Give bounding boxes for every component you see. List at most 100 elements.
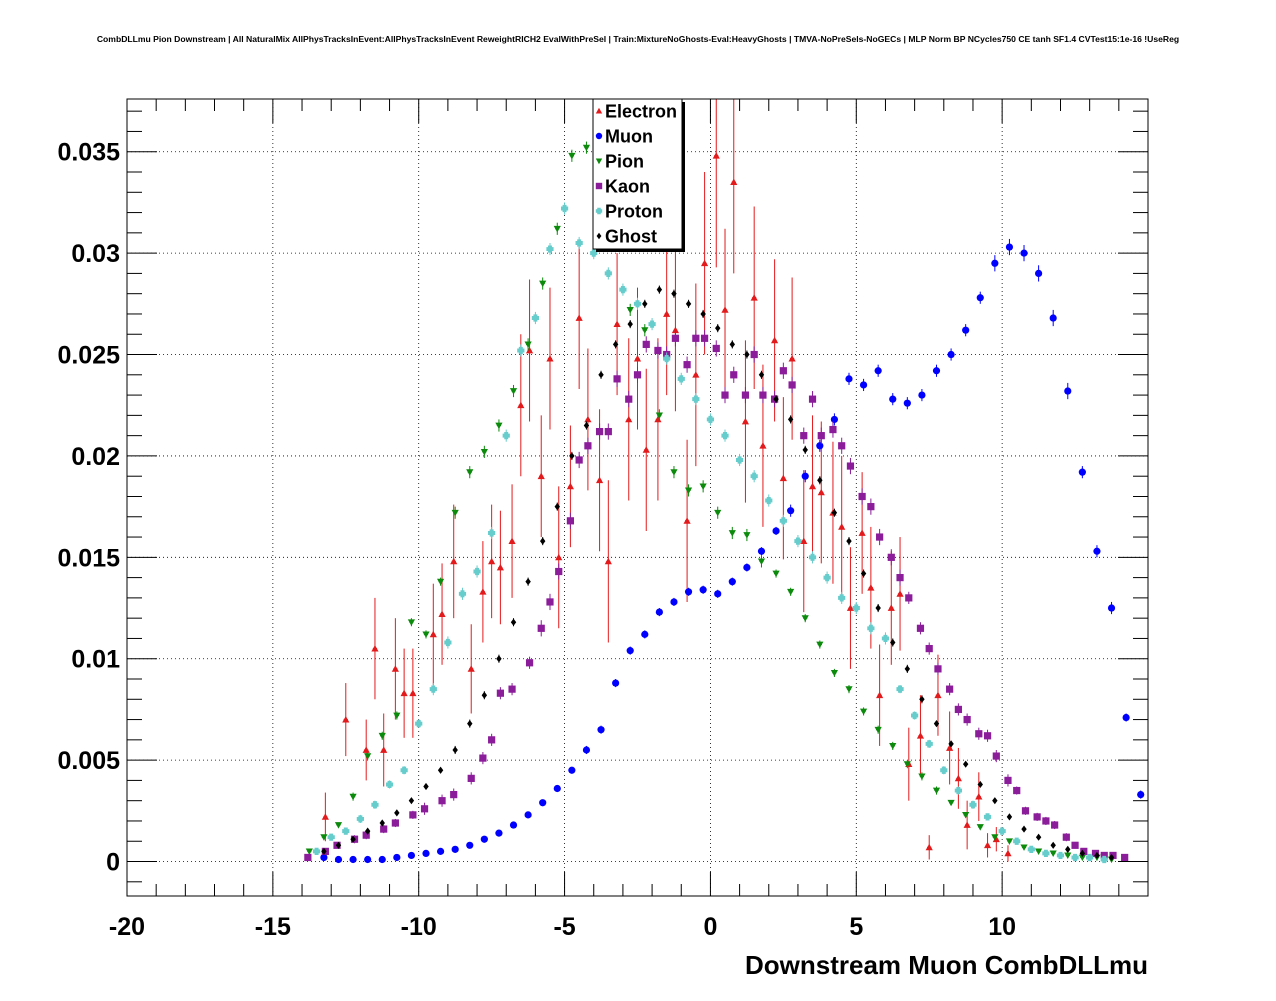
data-point: [525, 578, 531, 586]
data-point: [625, 415, 633, 423]
data-point: [429, 630, 437, 638]
data-point: [852, 604, 860, 612]
data-point: [422, 631, 430, 638]
data-point: [1050, 841, 1056, 849]
data-point: [349, 793, 357, 801]
data-point: [779, 367, 787, 375]
x-tick-label: 10: [988, 913, 1016, 941]
data-point: [683, 517, 691, 524]
data-point: [525, 659, 534, 667]
data-point: [553, 225, 561, 233]
data-point: [537, 624, 545, 632]
data-point: [700, 310, 706, 318]
data-point: [451, 845, 459, 853]
data-point: [743, 563, 751, 572]
legend-marker-pion: [595, 158, 603, 165]
data-point: [903, 399, 911, 407]
data-point: [730, 178, 738, 186]
legend-marker-proton: [595, 207, 603, 215]
data-point: [773, 395, 779, 403]
data-point: [458, 590, 467, 598]
data-series: [304, 99, 1145, 864]
data-point: [415, 720, 423, 728]
data-point: [801, 615, 809, 622]
data-point: [983, 813, 992, 821]
data-point: [743, 532, 751, 539]
data-point: [772, 527, 780, 535]
data-point: [633, 371, 642, 379]
series-proton: [313, 202, 1108, 864]
data-point: [393, 712, 401, 720]
data-point: [525, 346, 534, 354]
data-point: [625, 395, 633, 403]
data-point: [1107, 604, 1116, 612]
data-point: [787, 507, 795, 515]
legend-marker-electron: [595, 107, 603, 114]
data-point: [992, 797, 998, 805]
data-point: [918, 391, 926, 399]
chart-title: CombDLLmu Pion Downstream | All NaturalM…: [97, 34, 1179, 44]
data-point: [584, 415, 592, 423]
legend-label-ghost: Ghost: [605, 227, 657, 247]
data-point: [823, 574, 831, 582]
data-point: [954, 774, 962, 782]
data-point: [700, 259, 709, 267]
data-point: [1064, 852, 1072, 860]
data-point: [626, 307, 634, 314]
data-point: [846, 537, 852, 545]
data-point: [874, 367, 882, 375]
data-point: [496, 563, 504, 571]
data-point: [817, 432, 825, 440]
data-point: [685, 300, 692, 308]
data-point: [736, 456, 744, 464]
data-point: [817, 476, 823, 484]
data-point: [947, 350, 955, 359]
data-point: [393, 853, 401, 862]
data-point: [546, 245, 554, 253]
data-point: [859, 381, 868, 389]
data-point: [1064, 387, 1072, 395]
data-point: [1021, 807, 1030, 815]
data-point: [450, 791, 458, 799]
data-point: [619, 286, 627, 294]
data-point: [800, 432, 808, 440]
data-point: [744, 350, 750, 359]
data-point: [969, 801, 977, 809]
data-point: [654, 346, 662, 355]
data-point: [867, 584, 875, 591]
data-point: [1078, 854, 1086, 862]
x-tick-label: -15: [255, 913, 291, 941]
data-point: [684, 487, 693, 495]
data-point: [1004, 776, 1012, 785]
data-point: [975, 793, 983, 800]
data-point: [438, 797, 446, 805]
legend-box: [592, 98, 683, 250]
data-point: [1086, 853, 1094, 862]
series-electron: [321, 99, 1012, 862]
data-point: [566, 482, 575, 490]
data-point: [867, 503, 875, 511]
data-point: [371, 644, 379, 652]
data-point: [700, 334, 709, 342]
data-point: [481, 691, 488, 699]
y-tick-label: 0.01: [71, 646, 120, 674]
legend-label-proton: Proton: [605, 202, 663, 222]
data-point: [838, 442, 846, 450]
data-point: [741, 417, 750, 425]
data-point: [473, 567, 481, 576]
data-point: [524, 811, 532, 819]
data-point: [896, 590, 904, 597]
data-point: [759, 391, 767, 399]
data-point: [889, 743, 897, 750]
data-point: [802, 446, 808, 454]
data-point: [845, 375, 853, 383]
data-point: [466, 841, 474, 849]
data-point: [874, 726, 882, 734]
data-point: [327, 833, 335, 841]
data-point: [1056, 851, 1065, 860]
legend-marker-kaon: [595, 182, 603, 190]
data-point: [983, 841, 992, 849]
data-point: [962, 326, 970, 334]
data-point: [568, 766, 576, 774]
